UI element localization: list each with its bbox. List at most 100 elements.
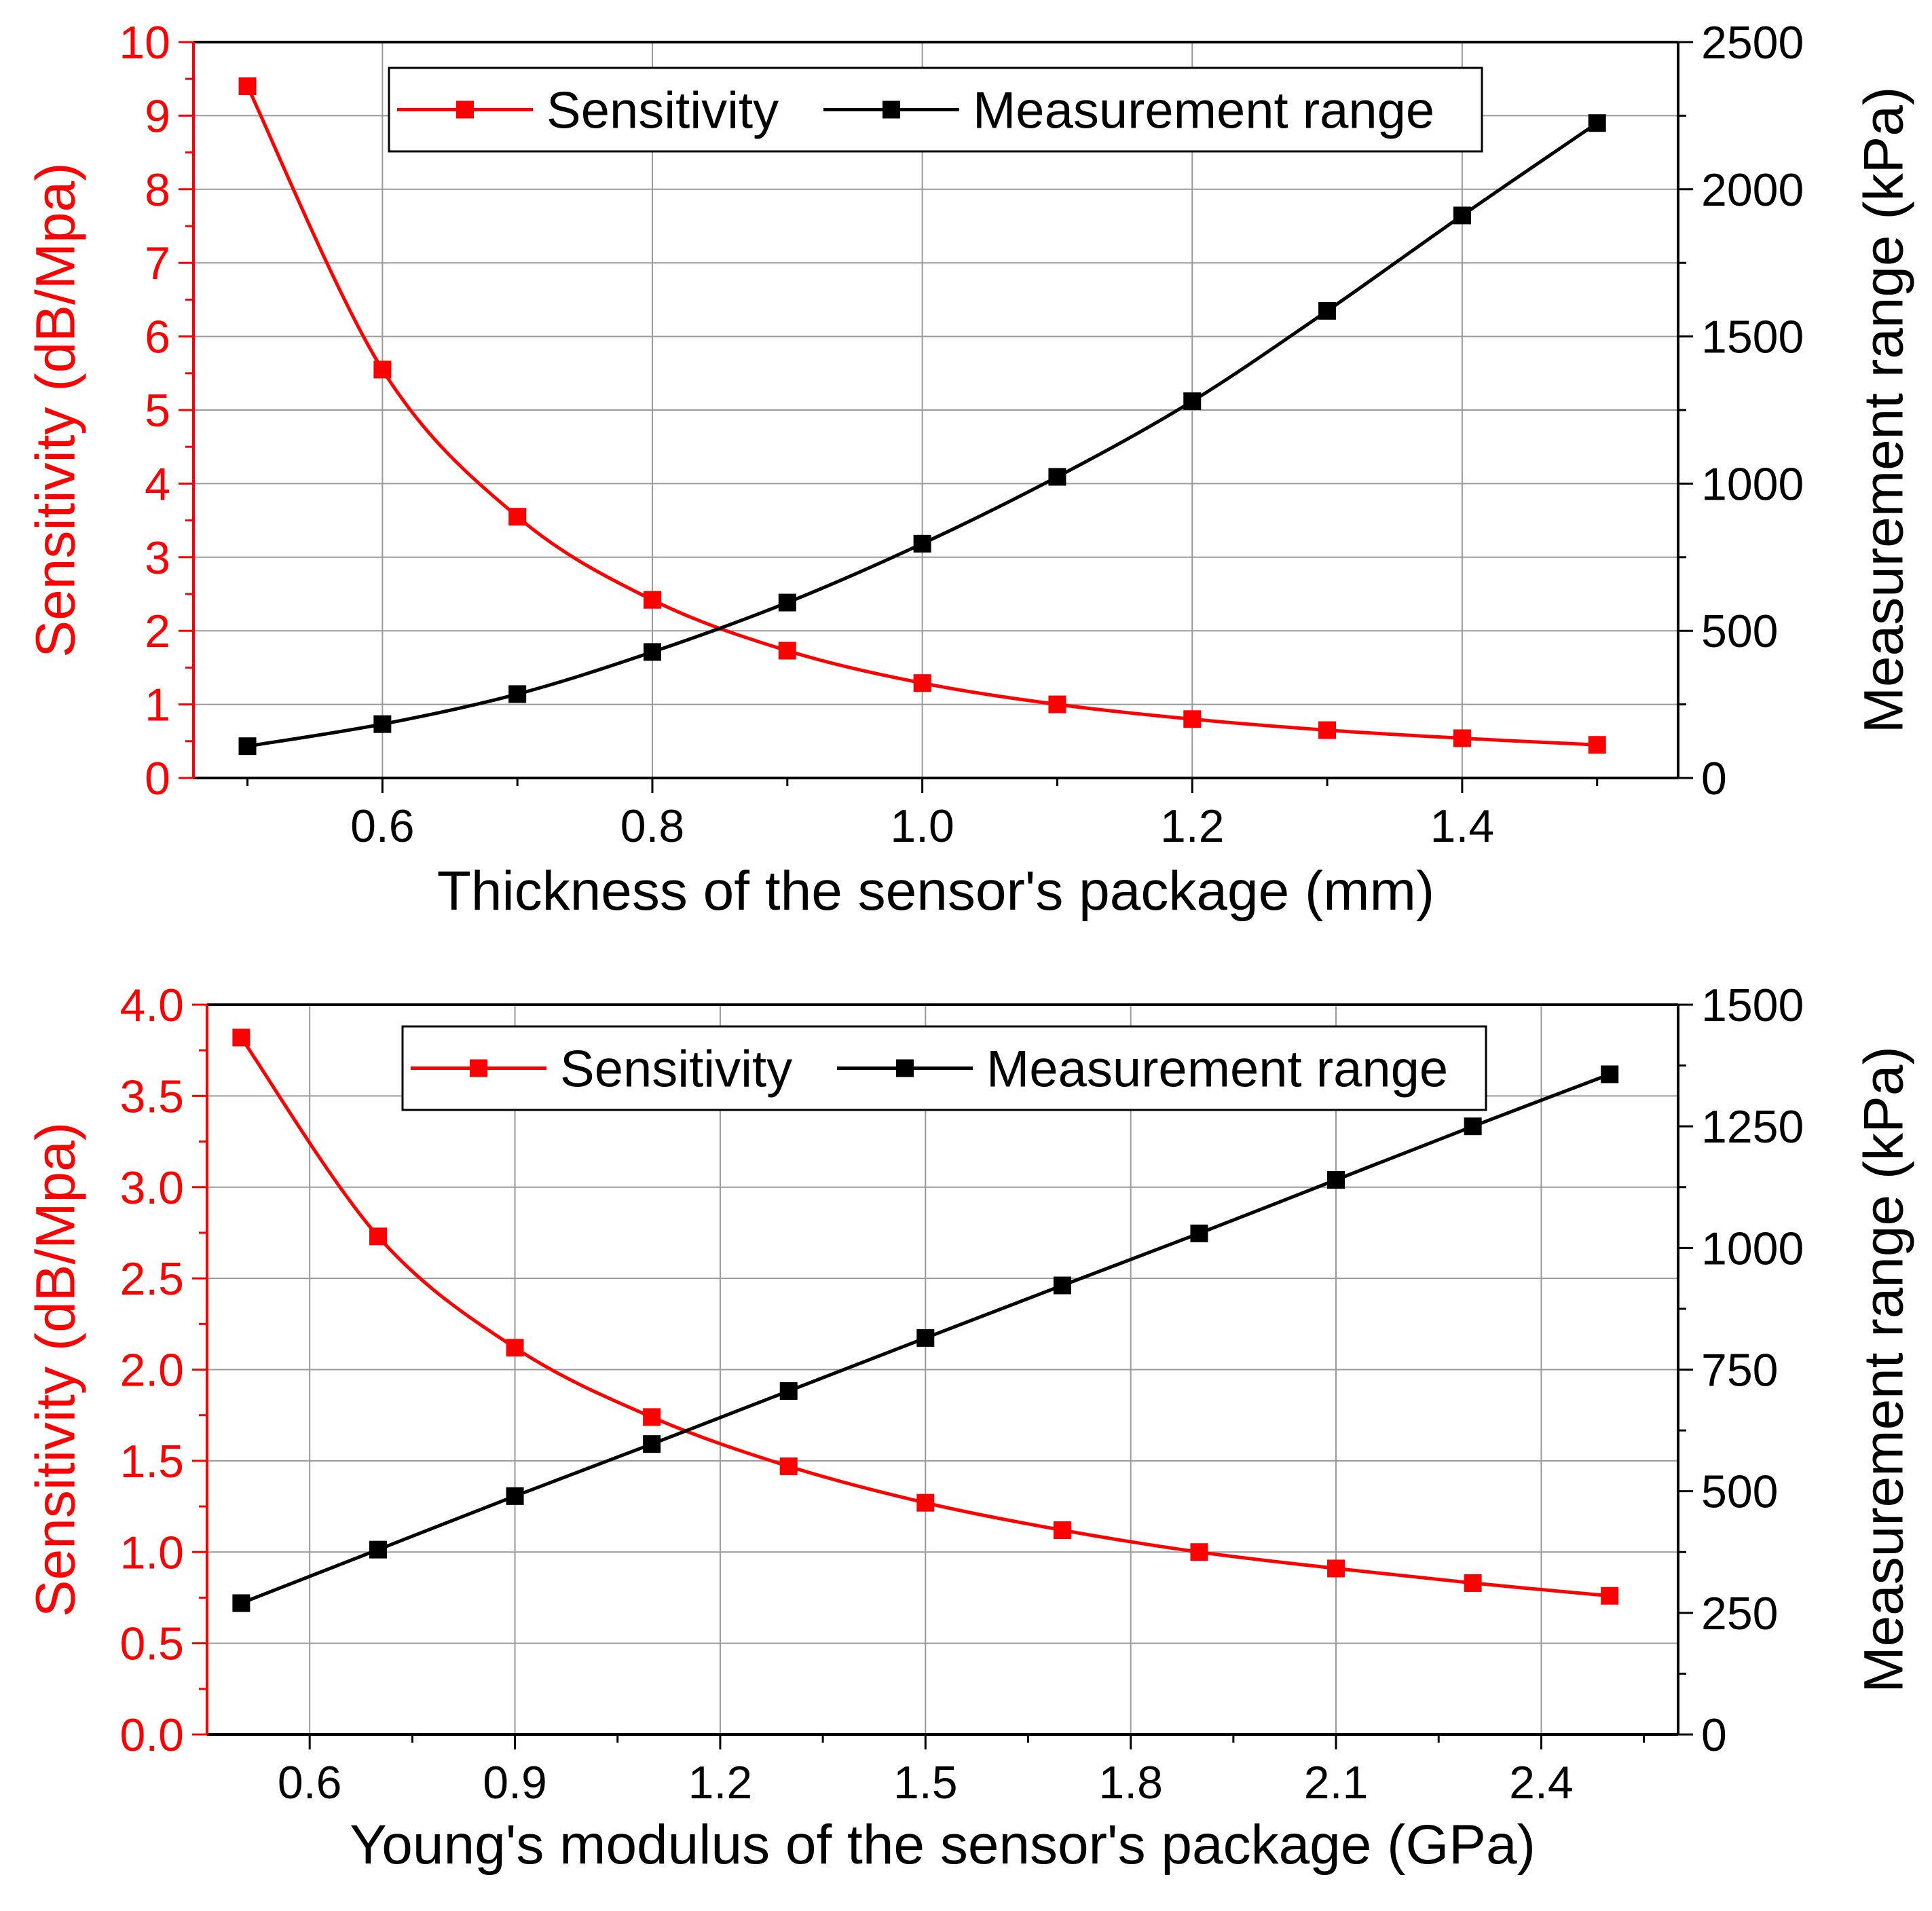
left-y-axis-title: Sensitivity (dB/Mpa) bbox=[25, 1122, 87, 1617]
measurement-range-marker bbox=[238, 737, 257, 756]
left-y-tick-label: 2 bbox=[145, 606, 170, 657]
x-axis-title: Thickness of the sensor's package (mm) bbox=[437, 860, 1434, 922]
sensitivity-marker bbox=[1601, 1587, 1619, 1605]
x-axis-title: Young's modulus of the sensor's package … bbox=[350, 1814, 1536, 1876]
right-y-tick-label: 2500 bbox=[1701, 17, 1804, 69]
sensitivity-marker bbox=[916, 1493, 935, 1512]
measurement-range-line bbox=[247, 122, 1599, 748]
chart-1: 0.6 0.8 1.0 1.2 1.4 0 1 2 3 4 5 6 7 8 9 10 0 500 1000 1500 2… bbox=[25, 17, 1915, 922]
legend: Sensitivity Measurement range bbox=[401, 1025, 1487, 1111]
left-y-tick-label: 4 bbox=[145, 458, 170, 510]
x-tick-label: 2.4 bbox=[1509, 1757, 1574, 1808]
measurement-range-marker bbox=[643, 643, 661, 661]
sensitivity-marker bbox=[508, 508, 527, 526]
legend-label-sensitivity: Sensitivity bbox=[546, 82, 779, 140]
sensitivity-marker bbox=[1190, 1543, 1208, 1561]
measurement-range-marker bbox=[916, 1329, 935, 1347]
x-tick-label: 0.6 bbox=[278, 1757, 342, 1808]
left-y-tick-label: 4.0 bbox=[119, 980, 184, 1031]
left-y-tick-label: 1 bbox=[145, 680, 170, 731]
right-y-tick-label: 1000 bbox=[1701, 1223, 1804, 1274]
measurement-range-marker bbox=[1318, 301, 1337, 320]
x-tick-label: 1.8 bbox=[1098, 1757, 1163, 1808]
left-y-tick-label: 2.0 bbox=[119, 1345, 184, 1396]
sensitivity-marker bbox=[232, 1028, 250, 1047]
legend-label-measurement-range: Measurement range bbox=[986, 1041, 1448, 1098]
x-tick-label: 1.0 bbox=[890, 800, 954, 852]
left-y-tick-label: 9 bbox=[145, 90, 170, 142]
right-y-tick-label: 0 bbox=[1701, 753, 1727, 804]
measurement-range-marker bbox=[1053, 1276, 1071, 1295]
x-tick-label: 0.9 bbox=[483, 1757, 547, 1808]
sensitivity-marker bbox=[1588, 736, 1606, 754]
legend-marker-sensitivity bbox=[470, 1059, 487, 1077]
sensitivity-marker bbox=[1464, 1574, 1482, 1592]
sensitivity-marker bbox=[1048, 695, 1066, 713]
sensitivity-marker bbox=[1183, 710, 1202, 728]
legend: Sensitivity Measurement range bbox=[388, 67, 1483, 153]
sensitivity-marker bbox=[1053, 1521, 1071, 1539]
sensitivity-marker bbox=[369, 1227, 387, 1246]
measurement-range-marker bbox=[508, 685, 527, 703]
right-y-axis-title: Measurement range (kPa) bbox=[1853, 87, 1915, 734]
series-measurement-range bbox=[232, 1065, 1619, 1612]
sensitivity-line bbox=[240, 1036, 1610, 1598]
measurement-range-marker bbox=[1588, 114, 1606, 132]
x-tick-label: 1.4 bbox=[1430, 800, 1495, 852]
measurement-range-marker bbox=[1183, 392, 1202, 410]
x-tick-label: 0.8 bbox=[620, 800, 685, 852]
sensitivity-marker bbox=[779, 1457, 798, 1475]
right-y-tick-label: 1250 bbox=[1701, 1101, 1804, 1153]
sensitivity-marker bbox=[1318, 721, 1337, 739]
left-y-tick-label: 1.5 bbox=[119, 1436, 184, 1487]
measurement-range-marker bbox=[1601, 1065, 1619, 1083]
left-y-tick-label: 2.5 bbox=[119, 1253, 184, 1305]
x-tick-label: 1.2 bbox=[688, 1757, 753, 1808]
right-y-tick-label: 0 bbox=[1701, 1709, 1727, 1761]
legend-marker-sensitivity bbox=[456, 100, 474, 119]
right-y-tick-label: 750 bbox=[1701, 1345, 1778, 1396]
legend-marker-measurement-range bbox=[896, 1059, 914, 1077]
right-y-axis-title: Measurement range (kPa) bbox=[1853, 1046, 1915, 1693]
sensitivity-marker bbox=[643, 1408, 661, 1426]
measurement-range-marker bbox=[913, 534, 931, 553]
measurement-range-marker bbox=[373, 715, 392, 733]
measurement-range-marker bbox=[778, 593, 796, 612]
left-y-tick-label: 8 bbox=[145, 164, 170, 216]
measurement-range-marker bbox=[643, 1435, 661, 1453]
measurement-range-marker bbox=[779, 1382, 798, 1400]
left-y-tick-label: 0.0 bbox=[119, 1709, 184, 1761]
right-y-tick-label: 1500 bbox=[1701, 312, 1804, 363]
series-measurement-range bbox=[238, 114, 1606, 756]
sensitivity-marker bbox=[643, 591, 661, 609]
measurement-range-marker bbox=[1453, 206, 1471, 225]
right-y-tick-label: 2000 bbox=[1701, 164, 1804, 216]
left-y-tick-label: 3.5 bbox=[119, 1071, 184, 1122]
left-y-tick-label: 0 bbox=[145, 753, 170, 804]
left-y-tick-label: 3 bbox=[145, 532, 170, 584]
right-y-tick-label: 1500 bbox=[1701, 980, 1804, 1031]
legend-marker-measurement-range bbox=[883, 100, 900, 119]
sensitivity-marker bbox=[238, 77, 257, 96]
x-tick-label: 0.6 bbox=[350, 800, 415, 852]
x-tick-label: 1.2 bbox=[1160, 800, 1225, 852]
right-y-tick-label: 500 bbox=[1701, 1466, 1778, 1518]
right-y-tick-label: 500 bbox=[1701, 606, 1778, 657]
left-y-tick-label: 6 bbox=[145, 312, 170, 363]
series-sensitivity bbox=[238, 77, 1606, 754]
legend-label-sensitivity: Sensitivity bbox=[560, 1041, 792, 1098]
measurement-range-marker bbox=[232, 1594, 250, 1612]
chart-2: 0.6 0.9 1.2 1.5 1.8 2.1 2.4 0.0 0.5 1.0 1.5 2.0 2.5 3… bbox=[25, 980, 1915, 1876]
left-y-tick-label: 0.5 bbox=[119, 1618, 184, 1670]
left-y-tick-label: 3.0 bbox=[119, 1162, 184, 1214]
measurement-range-marker bbox=[1048, 468, 1066, 486]
left-y-tick-label: 10 bbox=[119, 17, 170, 69]
x-tick-label: 2.1 bbox=[1304, 1757, 1369, 1808]
sensitivity-marker bbox=[1453, 729, 1471, 747]
measurement-range-marker bbox=[1190, 1224, 1208, 1242]
measurement-range-marker bbox=[506, 1487, 524, 1505]
left-y-axis-title: Sensitivity (dB/Mpa) bbox=[25, 162, 87, 657]
x-tick-label: 1.5 bbox=[893, 1757, 958, 1808]
sensitivity-marker bbox=[1327, 1559, 1345, 1578]
